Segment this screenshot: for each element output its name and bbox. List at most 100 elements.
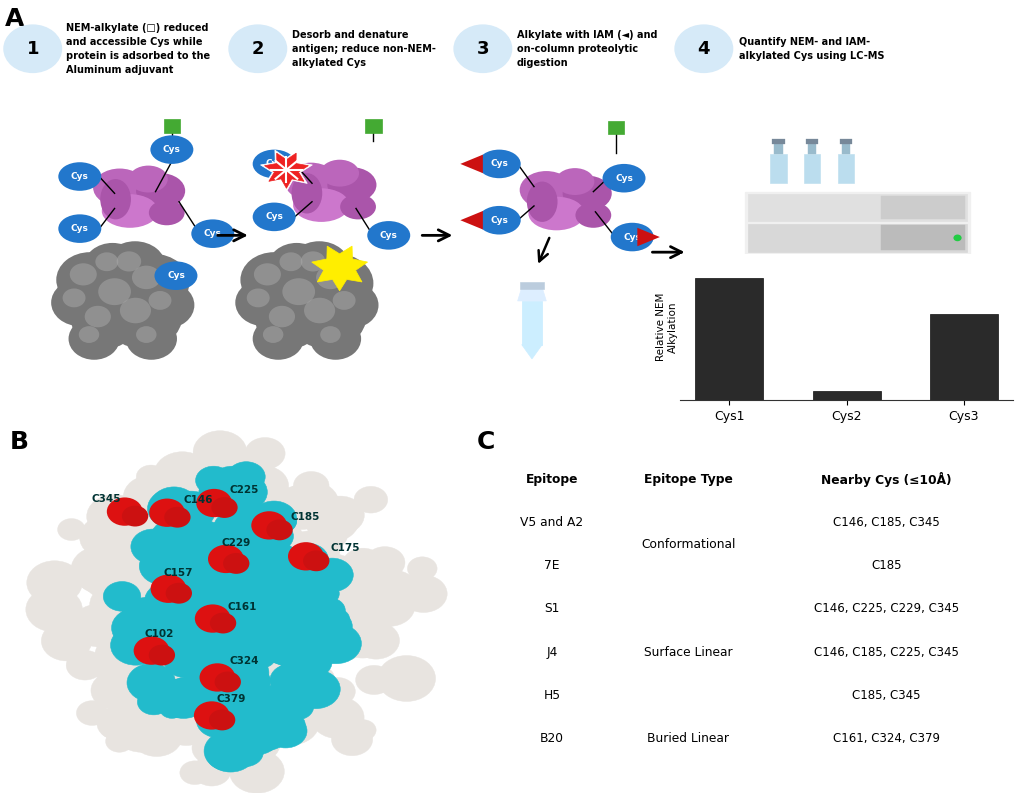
Circle shape xyxy=(153,546,198,582)
Circle shape xyxy=(122,693,179,738)
Bar xyxy=(748,286,967,318)
Circle shape xyxy=(203,603,248,638)
Circle shape xyxy=(170,573,202,598)
Circle shape xyxy=(364,570,419,614)
Circle shape xyxy=(320,326,341,343)
Circle shape xyxy=(106,497,142,526)
Circle shape xyxy=(71,546,129,592)
Ellipse shape xyxy=(294,188,350,222)
Circle shape xyxy=(367,594,406,625)
Circle shape xyxy=(251,501,297,537)
Circle shape xyxy=(217,551,269,592)
Circle shape xyxy=(356,665,393,695)
Circle shape xyxy=(270,579,306,607)
Text: Cys: Cys xyxy=(167,271,185,280)
Ellipse shape xyxy=(149,200,185,225)
Circle shape xyxy=(178,578,217,609)
Circle shape xyxy=(234,634,276,666)
Circle shape xyxy=(320,677,355,706)
Y-axis label: Relative NEM
Alkylation: Relative NEM Alkylation xyxy=(656,293,677,362)
Circle shape xyxy=(167,491,216,530)
Circle shape xyxy=(217,485,242,505)
Circle shape xyxy=(217,698,242,719)
Circle shape xyxy=(255,550,296,582)
Circle shape xyxy=(194,632,238,667)
Circle shape xyxy=(256,521,294,551)
Circle shape xyxy=(267,597,315,636)
Circle shape xyxy=(221,519,252,544)
Circle shape xyxy=(219,707,243,726)
Circle shape xyxy=(211,486,241,510)
Text: S1: S1 xyxy=(544,603,560,615)
Circle shape xyxy=(204,581,234,605)
Circle shape xyxy=(332,638,360,661)
Circle shape xyxy=(241,683,300,728)
Circle shape xyxy=(227,619,261,646)
Circle shape xyxy=(236,668,271,695)
Circle shape xyxy=(231,620,258,642)
Circle shape xyxy=(243,629,268,648)
Circle shape xyxy=(213,607,253,638)
Text: C324: C324 xyxy=(229,657,259,666)
Bar xyxy=(493,544,611,588)
Text: C146: C146 xyxy=(183,495,213,504)
Circle shape xyxy=(288,241,350,292)
Circle shape xyxy=(286,663,311,682)
Circle shape xyxy=(136,465,166,488)
Circle shape xyxy=(264,636,301,665)
Circle shape xyxy=(231,716,280,755)
Circle shape xyxy=(223,553,250,574)
Circle shape xyxy=(206,732,256,772)
Circle shape xyxy=(207,550,240,577)
Bar xyxy=(522,301,542,345)
Circle shape xyxy=(278,562,310,588)
Circle shape xyxy=(242,599,278,627)
Bar xyxy=(930,314,997,400)
Circle shape xyxy=(294,566,336,600)
Circle shape xyxy=(254,518,298,553)
Circle shape xyxy=(150,538,184,565)
Bar xyxy=(774,144,783,154)
Circle shape xyxy=(82,265,164,332)
Text: Cys: Cys xyxy=(380,231,398,239)
Text: C175: C175 xyxy=(330,543,360,554)
Circle shape xyxy=(210,519,251,551)
Circle shape xyxy=(213,450,253,482)
Circle shape xyxy=(280,613,319,645)
Bar xyxy=(812,391,881,400)
Circle shape xyxy=(148,630,173,650)
Circle shape xyxy=(208,699,249,731)
Circle shape xyxy=(270,664,311,696)
Text: C157: C157 xyxy=(164,568,193,577)
Circle shape xyxy=(248,573,275,596)
Circle shape xyxy=(219,473,267,511)
Circle shape xyxy=(168,546,208,579)
Ellipse shape xyxy=(528,197,585,230)
Circle shape xyxy=(190,607,229,638)
Bar xyxy=(493,501,611,544)
Circle shape xyxy=(131,716,182,757)
Bar xyxy=(611,717,766,760)
Circle shape xyxy=(359,563,398,593)
Circle shape xyxy=(138,626,171,652)
Circle shape xyxy=(364,546,405,579)
Circle shape xyxy=(282,552,311,574)
Polygon shape xyxy=(460,155,483,173)
Circle shape xyxy=(162,706,211,745)
Circle shape xyxy=(201,565,233,590)
Ellipse shape xyxy=(527,182,558,222)
Text: Cys: Cys xyxy=(71,224,89,233)
Bar xyxy=(748,224,967,252)
Circle shape xyxy=(258,601,282,620)
Circle shape xyxy=(139,547,187,585)
Circle shape xyxy=(193,431,247,473)
Circle shape xyxy=(244,438,285,469)
Bar xyxy=(611,717,766,760)
Text: Desorb and denature
antigen; reduce non-NEM-
alkylated Cys: Desorb and denature antigen; reduce non-… xyxy=(292,30,436,67)
Circle shape xyxy=(271,585,329,631)
Circle shape xyxy=(56,252,124,308)
Text: C229: C229 xyxy=(221,538,251,548)
Ellipse shape xyxy=(520,171,573,209)
Circle shape xyxy=(243,580,284,613)
Circle shape xyxy=(953,235,962,241)
